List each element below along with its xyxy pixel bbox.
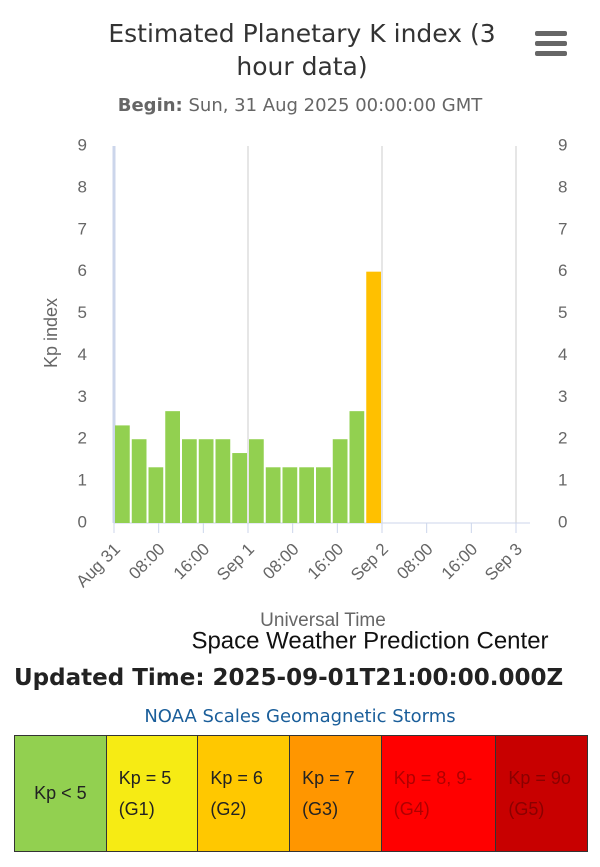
bar (316, 467, 331, 523)
menu-bar (535, 31, 567, 36)
x-tick-label: Sep 3 (481, 540, 526, 585)
bar (165, 411, 180, 523)
y2-tick-label: 7 (558, 219, 567, 238)
scale-cell: Kp = 6 (G2) (198, 736, 291, 851)
y-tick-label: 4 (78, 345, 87, 364)
x-tick-label: 08:00 (259, 540, 303, 584)
bar (198, 439, 214, 523)
bar (232, 453, 247, 523)
y-axis-label: Kp index (41, 298, 61, 368)
x-tick-label: 16:00 (170, 540, 214, 584)
credits: Space Weather Prediction Center (191, 627, 548, 654)
x-tick-label: 16:00 (438, 540, 482, 584)
scale-cell: Kp = 9o (G5) (496, 736, 588, 851)
subtitle: Begin: Sun, 31 Aug 2025 00:00:00 GMT (0, 95, 600, 116)
scales-link[interactable]: NOAA Scales Geomagnetic Storms (144, 706, 456, 727)
bar (299, 467, 314, 523)
bar (148, 467, 164, 523)
x-tick-label: 16:00 (304, 540, 348, 584)
subtitle-label: Begin: (117, 95, 183, 116)
y-tick-label: 2 (78, 429, 87, 448)
bar (131, 439, 147, 523)
x-tick-label: Sep 2 (347, 540, 392, 585)
x-tick-label: Sep 1 (213, 540, 258, 585)
bar (115, 425, 130, 523)
chart: Kp index Universal Time Space Weather Pr… (41, 31, 567, 654)
menu-button[interactable] (535, 31, 567, 56)
y2-tick-label: 5 (558, 303, 567, 322)
y2-tick-label: 2 (558, 429, 567, 448)
y2-tick-label: 6 (558, 261, 567, 280)
scale-cell: Kp = 8, 9- (G4) (381, 736, 497, 851)
y2-tick-label: 8 (558, 177, 567, 196)
y-tick-label: 9 (78, 135, 87, 154)
y2-tick-label: 4 (558, 345, 567, 364)
y-tick-label: 0 (78, 512, 87, 531)
y-tick-label: 1 (78, 471, 87, 490)
y2-tick-label: 3 (558, 387, 567, 406)
bar (249, 439, 264, 523)
bar (349, 411, 365, 523)
scale-cell: Kp = 5 (G1) (106, 736, 199, 851)
subtitle-text: Sun, 31 Aug 2025 00:00:00 GMT (188, 95, 483, 116)
y-tick-label: 8 (78, 177, 87, 196)
y-tick-label: 6 (78, 261, 87, 280)
bar (215, 439, 231, 523)
x-tick-label: 08:00 (393, 540, 437, 584)
x-axis-label: Universal Time (260, 610, 386, 631)
bar (332, 439, 348, 523)
y-tick-label: 3 (78, 387, 87, 406)
chart-title: Estimated Planetary K index (3 hour data… (108, 19, 496, 81)
x-tick-label: Aug 31 (72, 540, 124, 592)
menu-bar (535, 41, 567, 46)
bar (366, 271, 381, 523)
y2-tick-label: 9 (558, 135, 567, 154)
x-tick-label: 08:00 (125, 540, 169, 584)
bar (182, 439, 197, 523)
y2-tick-label: 0 (558, 512, 567, 531)
y-tick-label: 7 (78, 219, 87, 238)
y2-tick-label: 1 (558, 471, 567, 490)
bar (265, 467, 281, 523)
bar (282, 467, 298, 523)
menu-bar (535, 51, 567, 56)
scale-table: Kp < 5 Kp = 5 (G1) Kp = 6 (G2) Kp = 7 (G3) K… (14, 735, 588, 852)
updated-time: Updated Time: 2025-09-01T21:00:00.000Z (14, 665, 564, 691)
y-tick-label: 5 (78, 303, 87, 322)
scale-cell: Kp < 5 (15, 736, 107, 851)
scale-cell: Kp = 7 (G3) (290, 736, 382, 851)
